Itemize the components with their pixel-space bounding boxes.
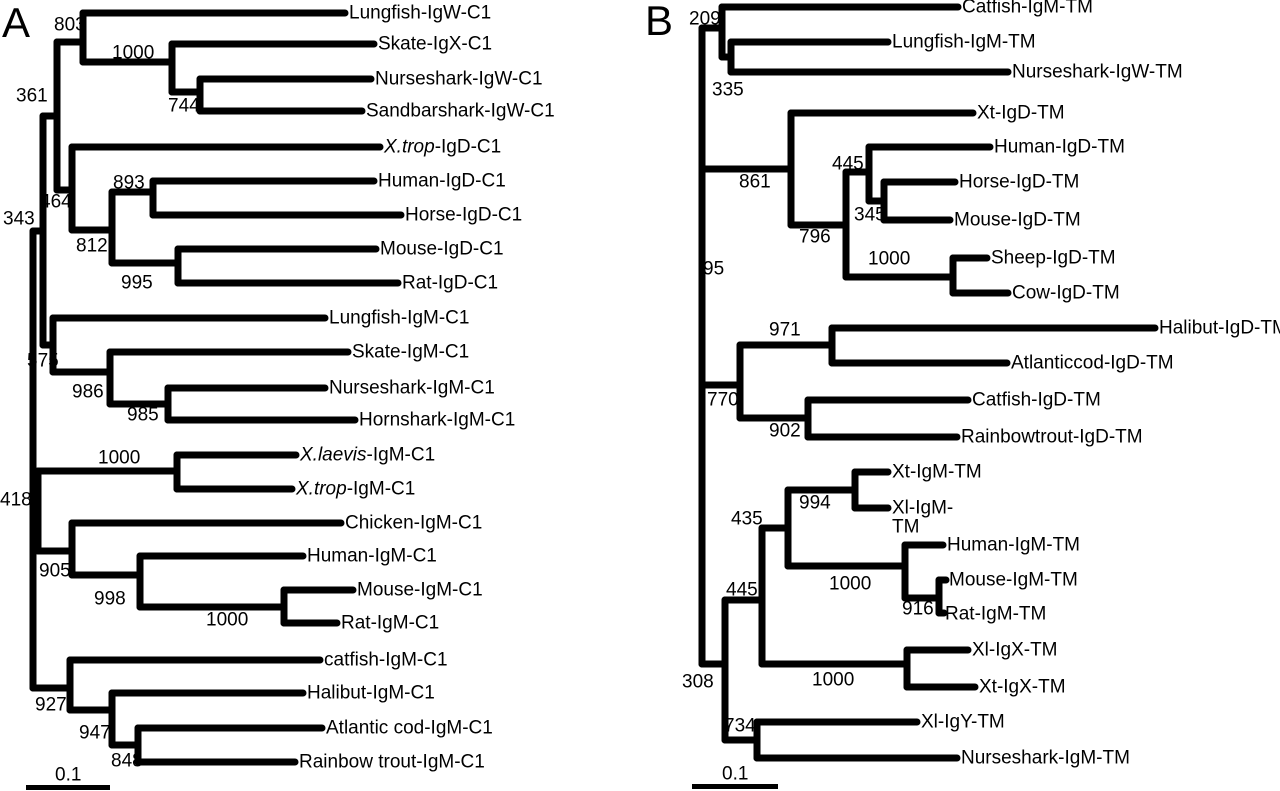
tip-label: Human-IgM-C1: [307, 545, 437, 567]
tip-label: Catfish-IgD-TM: [972, 389, 1101, 411]
bootstrap-support-value: 861: [739, 171, 771, 193]
bootstrap-support-value: 1000: [868, 248, 911, 270]
bootstrap-support-value: 796: [799, 226, 831, 248]
tip-label: Catfish-IgM-TM: [962, 0, 1093, 18]
tip-label: Halibut-IgM-C1: [307, 682, 435, 704]
tip-label: Atlantic cod-IgM-C1: [326, 717, 493, 739]
bootstrap-support-value: 994: [799, 492, 831, 514]
panel-b-label: B: [645, 0, 674, 44]
tip-label-line2: TM: [892, 516, 920, 538]
bootstrap-support-value: 95: [703, 258, 725, 280]
bootstrap-support-value: 971: [769, 319, 801, 341]
tip-label: Rat-IgM-TM: [945, 603, 1047, 625]
bootstrap-support-value: 812: [76, 235, 108, 257]
tip-label: Hornshark-IgM-C1: [359, 409, 516, 431]
tip-label: Human-IgM-TM: [947, 534, 1081, 556]
bootstrap-support-value: 848: [111, 750, 143, 772]
bootstrap-support-value: 1000: [812, 669, 855, 691]
tip-label: Rainbow trout-IgM-C1: [299, 751, 485, 773]
tip-label: catfish-IgM-C1: [324, 649, 448, 671]
tip-label: Rainbowtrout-IgD-TM: [961, 426, 1143, 448]
tip-label: Xl-IgX-TM: [972, 639, 1058, 661]
bootstrap-support-value: 445: [726, 579, 758, 601]
tip-label: Rat-IgM-C1: [341, 612, 440, 634]
tip-label: Chicken-IgM-C1: [345, 512, 483, 534]
tip-label: Nurseshark-IgM-TM: [961, 747, 1130, 769]
tip-label: Rat-IgD-C1: [402, 272, 499, 294]
bootstrap-support-value: 345: [854, 204, 886, 226]
bootstrap-support-value: 927: [35, 694, 67, 716]
tip-label: Nurseshark-IgW-TM: [1012, 61, 1183, 83]
bootstrap-support-value: 1000: [829, 573, 872, 595]
tip-label: Xt-IgX-TM: [979, 676, 1066, 698]
bootstrap-support-value: 445: [832, 153, 864, 175]
tip-label: Mouse-IgM-TM: [949, 569, 1078, 591]
bootstrap-support-value: 770: [707, 389, 739, 411]
bootstrap-support-value: 803: [54, 14, 86, 36]
tip-label: Nurseshark-IgW-C1: [375, 68, 543, 90]
panel-a-label: A: [2, 0, 31, 46]
tip-label: Skate-IgM-C1: [352, 341, 470, 363]
bootstrap-support-value: 1000: [98, 447, 141, 469]
bootstrap-support-value: 343: [3, 208, 35, 230]
tip-label: X.trop-IgD-C1: [384, 136, 502, 158]
bootstrap-support-value: 734: [724, 715, 756, 737]
bootstrap-support-value: 986: [72, 381, 104, 403]
panel-a-scale-bar: [26, 785, 110, 790]
tip-label: Human-IgD-C1: [378, 170, 506, 192]
tip-label: Lungfish-IgW-C1: [349, 2, 492, 24]
panel-b-scale-bar: [692, 784, 778, 789]
tip-label: Atlanticcod-IgD-TM: [1011, 352, 1174, 374]
bootstrap-support-value: 916: [902, 598, 934, 620]
tip-label: Skate-IgX-C1: [378, 33, 493, 55]
panel-b-scale-label: 0.1: [722, 763, 749, 785]
tip-label: Xt-IgM-TM: [892, 461, 982, 483]
tip-label: Cow-IgD-TM: [1012, 282, 1120, 304]
tip-label: Horse-IgD-C1: [405, 204, 523, 226]
bootstrap-support-value: 308: [682, 671, 714, 693]
tip-label-italic-species: X.trop: [296, 478, 347, 500]
panel-a-scale-label: 0.1: [55, 764, 82, 786]
bootstrap-support-value: 893: [113, 172, 145, 194]
tip-label: X.laevis-IgM-C1: [300, 444, 436, 466]
tip-label: Xl-IgM-: [892, 497, 954, 519]
tip-label: Horse-IgD-TM: [959, 171, 1080, 193]
bootstrap-support-value: 209: [689, 8, 721, 30]
tip-label: Mouse-IgD-TM: [954, 209, 1081, 231]
bootstrap-support-value: 1000: [112, 42, 155, 64]
bootstrap-support-value: 435: [731, 508, 763, 530]
bootstrap-support-value: 902: [769, 420, 801, 442]
tip-label: Xl-IgY-TM: [921, 711, 1005, 733]
tip-label: Halibut-IgD-TM: [1159, 317, 1280, 339]
tip-label: Sandbarshark-IgW-C1: [366, 100, 555, 122]
tip-label: Human-IgD-TM: [994, 136, 1125, 158]
tip-label: Lungfish-IgM-C1: [329, 307, 470, 329]
tip-label: Lungfish-IgM-TM: [892, 31, 1036, 53]
bootstrap-support-value: 464: [40, 191, 72, 213]
tip-label-italic-species: X.trop: [384, 136, 435, 158]
bootstrap-support-value: 418: [0, 489, 32, 511]
tip-label-italic-species: X.laevis: [300, 444, 367, 466]
bootstrap-support-value: 998: [94, 588, 126, 610]
tip-label: Nurseshark-IgM-C1: [329, 377, 495, 399]
bootstrap-support-value: 985: [127, 404, 159, 426]
bootstrap-support-value: 335: [712, 79, 744, 101]
bootstrap-support-value: 905: [39, 560, 71, 582]
bootstrap-support-value: 575: [27, 350, 59, 372]
bootstrap-support-value: 361: [16, 85, 48, 107]
bootstrap-support-value: 744: [168, 95, 200, 117]
tip-label: Mouse-IgM-C1: [357, 579, 483, 601]
bootstrap-support-value: 947: [79, 722, 111, 744]
tip-label: Xt-IgD-TM: [977, 102, 1065, 124]
tip-label: X.trop-IgM-C1: [296, 478, 416, 500]
bootstrap-support-value: 995: [121, 272, 153, 294]
tip-label: Sheep-IgD-TM: [991, 247, 1116, 269]
bootstrap-support-value: 1000: [206, 609, 249, 631]
tip-label: Mouse-IgD-C1: [380, 238, 504, 260]
